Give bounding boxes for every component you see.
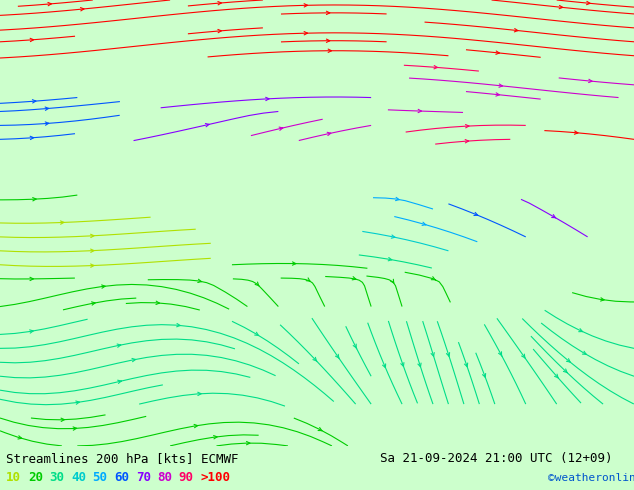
FancyArrowPatch shape	[583, 351, 586, 354]
FancyArrowPatch shape	[482, 373, 486, 377]
FancyArrowPatch shape	[18, 436, 22, 439]
FancyArrowPatch shape	[156, 301, 160, 304]
FancyArrowPatch shape	[418, 109, 422, 113]
FancyArrowPatch shape	[91, 249, 94, 252]
FancyArrowPatch shape	[353, 344, 357, 349]
FancyArrowPatch shape	[198, 392, 201, 395]
Text: 80: 80	[157, 471, 172, 484]
Text: ©weatheronline.co.uk: ©weatheronline.co.uk	[548, 473, 634, 483]
FancyArrowPatch shape	[498, 352, 502, 356]
FancyArrowPatch shape	[91, 264, 94, 268]
FancyArrowPatch shape	[401, 363, 404, 366]
FancyArrowPatch shape	[514, 28, 518, 32]
Text: 10: 10	[6, 471, 22, 484]
FancyArrowPatch shape	[352, 277, 356, 280]
FancyArrowPatch shape	[304, 31, 307, 35]
FancyArrowPatch shape	[198, 279, 202, 283]
FancyArrowPatch shape	[335, 354, 339, 359]
FancyArrowPatch shape	[431, 277, 436, 280]
FancyArrowPatch shape	[306, 278, 310, 281]
FancyArrowPatch shape	[465, 363, 468, 367]
FancyArrowPatch shape	[574, 131, 578, 134]
Text: 90: 90	[179, 471, 194, 484]
FancyArrowPatch shape	[255, 282, 259, 286]
FancyArrowPatch shape	[327, 132, 331, 136]
FancyArrowPatch shape	[555, 374, 559, 378]
FancyArrowPatch shape	[388, 258, 392, 261]
FancyArrowPatch shape	[304, 4, 307, 7]
Text: 40: 40	[71, 471, 86, 484]
FancyArrowPatch shape	[194, 424, 198, 428]
FancyArrowPatch shape	[132, 358, 136, 362]
FancyArrowPatch shape	[218, 1, 221, 5]
FancyArrowPatch shape	[588, 79, 592, 83]
FancyArrowPatch shape	[266, 98, 269, 100]
FancyArrowPatch shape	[396, 197, 399, 200]
FancyArrowPatch shape	[327, 39, 330, 43]
FancyArrowPatch shape	[81, 7, 84, 11]
FancyArrowPatch shape	[117, 344, 120, 347]
FancyArrowPatch shape	[32, 99, 36, 103]
FancyArrowPatch shape	[586, 1, 590, 5]
FancyArrowPatch shape	[45, 107, 49, 110]
FancyArrowPatch shape	[522, 354, 526, 359]
FancyArrowPatch shape	[313, 357, 317, 362]
FancyArrowPatch shape	[499, 84, 503, 87]
FancyArrowPatch shape	[318, 428, 322, 431]
FancyArrowPatch shape	[30, 330, 33, 333]
FancyArrowPatch shape	[422, 222, 426, 225]
FancyArrowPatch shape	[465, 124, 469, 128]
Text: Streamlines 200 hPa [kts] ECMWF: Streamlines 200 hPa [kts] ECMWF	[6, 452, 239, 465]
FancyArrowPatch shape	[118, 380, 121, 384]
FancyArrowPatch shape	[474, 212, 478, 216]
FancyArrowPatch shape	[30, 136, 34, 140]
FancyArrowPatch shape	[496, 51, 500, 54]
FancyArrowPatch shape	[564, 369, 567, 373]
FancyArrowPatch shape	[292, 262, 296, 265]
FancyArrowPatch shape	[600, 298, 604, 301]
FancyArrowPatch shape	[465, 140, 469, 143]
FancyArrowPatch shape	[48, 2, 51, 6]
FancyArrowPatch shape	[73, 427, 77, 430]
Text: 20: 20	[28, 471, 43, 484]
Text: 30: 30	[49, 471, 65, 484]
Text: 60: 60	[114, 471, 129, 484]
Text: Sa 21-09-2024 21:00 UTC (12+09): Sa 21-09-2024 21:00 UTC (12+09)	[380, 452, 613, 465]
FancyArrowPatch shape	[279, 127, 283, 130]
FancyArrowPatch shape	[30, 277, 34, 281]
FancyArrowPatch shape	[418, 363, 421, 367]
FancyArrowPatch shape	[76, 401, 79, 404]
FancyArrowPatch shape	[446, 352, 450, 356]
FancyArrowPatch shape	[579, 329, 583, 332]
FancyArrowPatch shape	[91, 302, 95, 305]
FancyArrowPatch shape	[559, 5, 563, 9]
FancyArrowPatch shape	[214, 436, 217, 439]
FancyArrowPatch shape	[496, 93, 500, 96]
FancyArrowPatch shape	[45, 122, 49, 125]
FancyArrowPatch shape	[327, 11, 330, 15]
FancyArrowPatch shape	[382, 364, 385, 368]
FancyArrowPatch shape	[255, 332, 259, 336]
Text: 50: 50	[93, 471, 108, 484]
FancyArrowPatch shape	[61, 418, 65, 421]
FancyArrowPatch shape	[33, 197, 36, 201]
Text: 70: 70	[136, 471, 151, 484]
FancyArrowPatch shape	[391, 235, 395, 238]
FancyArrowPatch shape	[566, 359, 571, 363]
FancyArrowPatch shape	[177, 323, 180, 327]
FancyArrowPatch shape	[391, 279, 394, 283]
FancyArrowPatch shape	[30, 38, 34, 42]
FancyArrowPatch shape	[218, 29, 221, 33]
FancyArrowPatch shape	[205, 123, 209, 127]
FancyArrowPatch shape	[247, 441, 250, 445]
FancyArrowPatch shape	[431, 352, 434, 356]
FancyArrowPatch shape	[552, 215, 555, 218]
FancyArrowPatch shape	[434, 66, 437, 69]
Text: >100: >100	[200, 471, 230, 484]
FancyArrowPatch shape	[91, 234, 94, 238]
FancyArrowPatch shape	[101, 285, 105, 288]
FancyArrowPatch shape	[60, 221, 64, 224]
FancyArrowPatch shape	[328, 49, 332, 52]
